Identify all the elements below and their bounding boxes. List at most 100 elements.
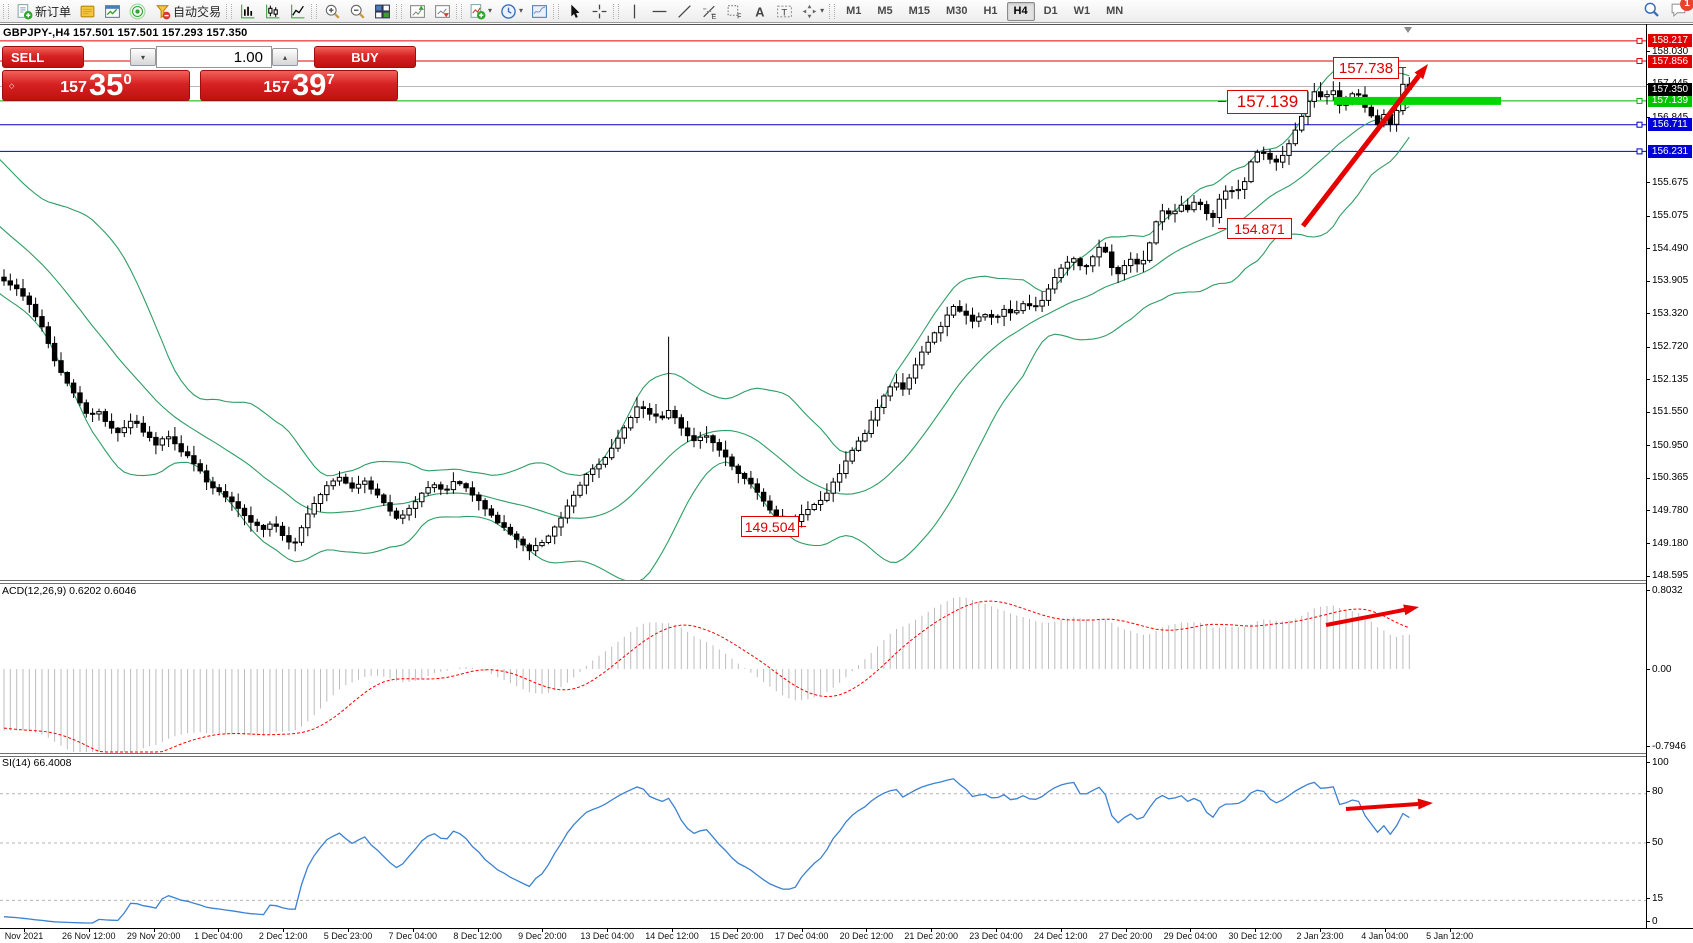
time-tick-label[interactable]: 1 Dec 04:00 — [194, 931, 243, 941]
volume-decrease-button[interactable]: ▾ — [130, 48, 156, 66]
timeframe-d1-button[interactable]: D1 — [1043, 4, 1058, 17]
toolbar-grip[interactable] — [311, 3, 318, 19]
time-tick-label[interactable]: 29 Nov 20:00 — [126, 931, 181, 941]
rsi-tick-label[interactable]: 15 — [1652, 892, 1664, 904]
timeframe-m5-button[interactable]: M5 — [877, 4, 893, 17]
toolbar-grip[interactable] — [3, 3, 9, 19]
hline-handle[interactable] — [1636, 121, 1643, 128]
timeframe-h1-button[interactable]: H1 — [983, 4, 998, 17]
price-tick-label[interactable]: 153.905 — [1652, 275, 1689, 287]
algo-trading-button[interactable]: 自动交易 — [150, 0, 225, 22]
new-order-button[interactable]: 新订单 — [12, 0, 75, 22]
timeframe-h4-button[interactable]: H4 — [1006, 1, 1035, 21]
buy-button[interactable]: BUY — [314, 46, 416, 68]
price-tick-label[interactable]: 148.595 — [1652, 570, 1689, 582]
trend-arrow[interactable] — [1325, 604, 1419, 627]
hline-handle[interactable] — [1636, 148, 1643, 155]
timeframe-m30-button[interactable]: M30 — [946, 4, 968, 17]
time-tick-label[interactable]: 2 Jan 23:00 — [1296, 931, 1344, 941]
timeframe-m1-button[interactable]: M1 — [846, 4, 862, 17]
toolbar-grip[interactable] — [613, 3, 620, 19]
price-tick-label[interactable]: 156.845 — [1652, 111, 1689, 123]
chat-button[interactable]: 1 — [1670, 0, 1693, 23]
market-watch-button[interactable] — [100, 0, 125, 22]
line-chart-button[interactable] — [285, 0, 310, 22]
hline-handle[interactable] — [1636, 37, 1643, 44]
trend-arrow[interactable] — [1301, 64, 1428, 228]
price-annotation[interactable]: 149.504 — [741, 516, 799, 537]
macd-tick-label[interactable]: 0.8032 — [1652, 584, 1683, 596]
time-tick-label[interactable]: 21 Dec 20:00 — [904, 931, 958, 941]
hline-button[interactable] — [647, 0, 672, 22]
profile-button[interactable] — [75, 0, 100, 22]
price-tick-label[interactable]: 155.675 — [1652, 176, 1689, 188]
time-tick-label[interactable]: 7 Dec 04:00 — [388, 931, 438, 941]
periods-button[interactable]: ▾ — [496, 0, 527, 22]
toolbar-grip[interactable] — [456, 3, 463, 19]
zoom-out-button[interactable] — [345, 0, 370, 22]
price-tick-label[interactable]: 150.365 — [1652, 472, 1689, 483]
text-label-button[interactable]: T — [772, 0, 797, 22]
panel-splitter-rsi[interactable] — [0, 753, 1647, 757]
text-button[interactable]: A — [747, 0, 772, 22]
chevron-down-icon[interactable]: ▾ — [519, 6, 524, 15]
rsi-tick-label[interactable]: 100 — [1652, 756, 1669, 768]
macd-tick-label[interactable]: -0.7946 — [1652, 740, 1686, 752]
price-tick-label[interactable]: 151.550 — [1652, 406, 1689, 418]
support-band[interactable] — [1334, 96, 1501, 105]
trendline-button[interactable] — [672, 0, 697, 22]
tile-windows-button[interactable] — [370, 0, 395, 22]
timeframe-w1-button[interactable]: W1 — [1073, 4, 1091, 17]
time-tick-label[interactable]: 14 Dec 12:00 — [645, 931, 699, 941]
chevron-down-icon[interactable]: ▾ — [488, 6, 493, 15]
price-tick-label[interactable]: 152.720 — [1652, 341, 1689, 353]
templates-button[interactable] — [527, 0, 552, 22]
time-tick-label[interactable]: Nov 2021 — [4, 931, 44, 941]
toolbar-grip[interactable] — [829, 3, 836, 19]
rsi-tick-label[interactable]: 0 — [1652, 915, 1658, 927]
time-tick-label[interactable]: 29 Dec 04:00 — [1163, 931, 1218, 941]
sell-button[interactable]: SELL — [2, 46, 84, 68]
bar-chart-button[interactable] — [235, 0, 260, 22]
chevron-down-icon[interactable]: ▾ — [820, 6, 825, 15]
price-tick-label[interactable]: 158.030 — [1652, 45, 1689, 57]
time-tick-label[interactable]: 9 Dec 20:00 — [518, 931, 567, 941]
search-button[interactable] — [1643, 1, 1660, 23]
price-tick-label[interactable]: 150.950 — [1652, 439, 1689, 451]
time-tick-label[interactable]: 27 Dec 20:00 — [1098, 931, 1153, 941]
toolbar-grip[interactable] — [396, 3, 403, 19]
price-tick-label[interactable]: 149.780 — [1652, 504, 1689, 516]
toolbar-grip[interactable] — [553, 3, 560, 19]
candlestick-chart-button[interactable] — [260, 0, 285, 22]
arrange-down-button[interactable] — [430, 0, 455, 22]
time-tick-label[interactable]: 23 Dec 04:00 — [969, 931, 1023, 941]
chart-canvas[interactable] — [0, 0, 1647, 943]
price-tick-label[interactable]: 154.490 — [1652, 242, 1689, 254]
timeframe-m15-button[interactable]: M15 — [908, 4, 931, 17]
macd-tick-label[interactable]: 0.00 — [1652, 663, 1672, 675]
indicators-button[interactable]: ▾ — [465, 0, 496, 22]
time-tick-label[interactable]: 17 Dec 04:00 — [774, 931, 829, 941]
sell-price-display[interactable]: 157 35 0 — [2, 69, 190, 101]
channels-button[interactable]: F — [722, 0, 747, 22]
time-tick-label[interactable]: 30 Dec 12:00 — [1228, 931, 1282, 941]
chart-shift-marker-icon[interactable] — [1404, 27, 1412, 33]
trend-arrow[interactable] — [1345, 798, 1433, 811]
time-tick-label[interactable]: 13 Dec 04:00 — [580, 931, 634, 941]
rsi-tick-label[interactable]: 50 — [1652, 836, 1664, 848]
vline-button[interactable] — [622, 0, 647, 22]
time-tick-label[interactable]: 5 Jan 12:00 — [1426, 931, 1474, 941]
hline-handle[interactable] — [1636, 58, 1643, 64]
price-tick-label[interactable]: 149.180 — [1652, 537, 1689, 549]
shapes-button[interactable]: ▾ — [797, 0, 828, 22]
time-tick-label[interactable]: 20 Dec 12:00 — [839, 931, 894, 941]
hline-handle[interactable] — [1636, 97, 1643, 104]
price-annotation[interactable]: 157.139 — [1227, 90, 1308, 114]
time-tick-label[interactable]: 4 Jan 04:00 — [1361, 931, 1409, 941]
time-tick-label[interactable]: 2 Dec 12:00 — [258, 931, 308, 941]
price-tick-label[interactable]: 155.075 — [1652, 210, 1689, 222]
zoom-in-button[interactable] — [320, 0, 345, 22]
crosshair-button[interactable] — [587, 0, 612, 22]
fibonacci-button[interactable]: E — [697, 0, 722, 22]
arrange-up-button[interactable] — [405, 0, 430, 22]
